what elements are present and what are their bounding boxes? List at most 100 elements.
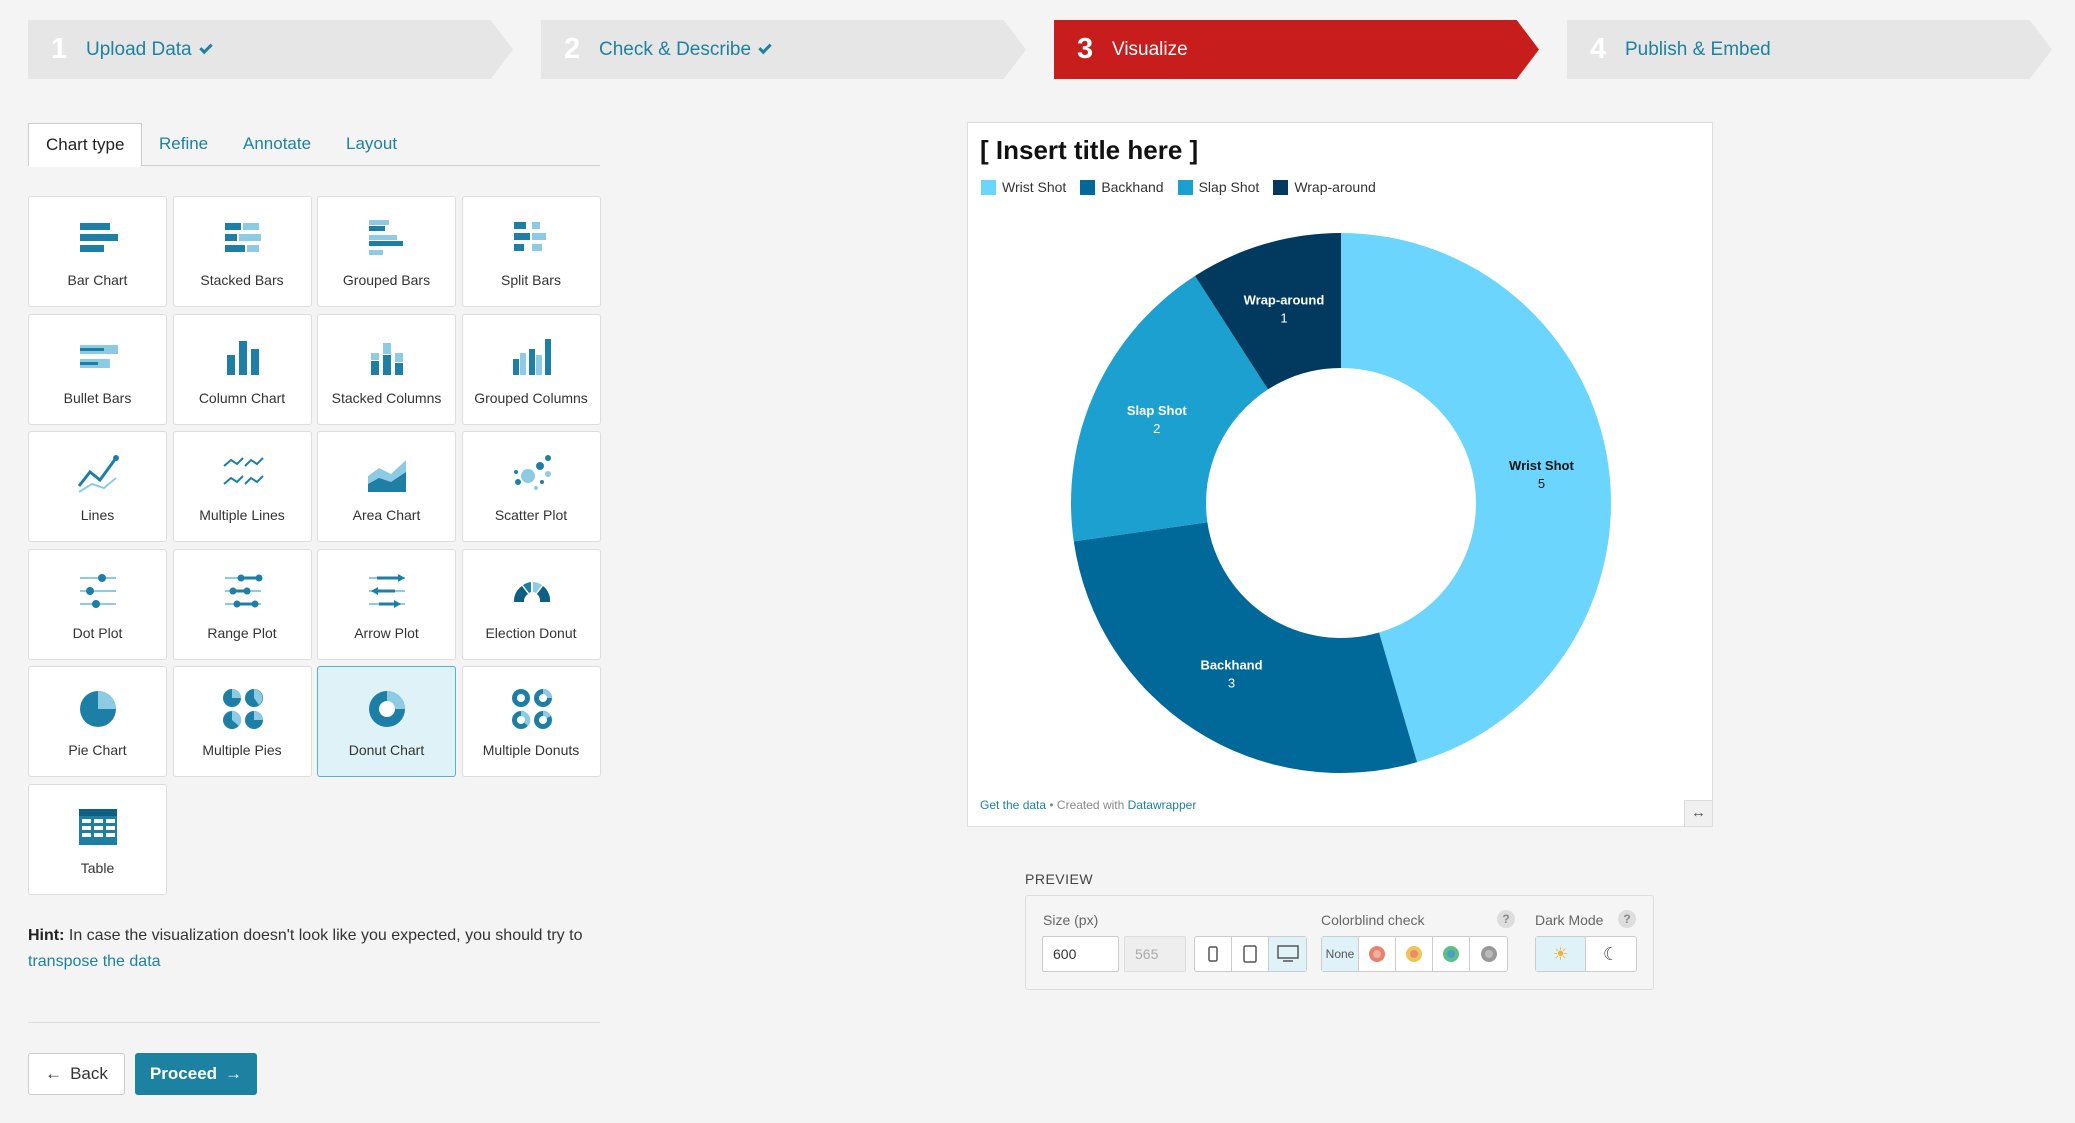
colorblind-switcher: None — [1321, 936, 1508, 972]
chart-type-label: Grouped Columns — [474, 389, 588, 406]
proceed-button[interactable]: Proceed → — [135, 1053, 257, 1095]
chart-type-pie-chart[interactable]: Pie Chart — [28, 666, 167, 777]
colorblind-protanopia-icon[interactable] — [1359, 937, 1396, 971]
legend-item: Wrap-around — [1273, 179, 1376, 195]
get-data-link[interactable]: Get the data — [980, 798, 1047, 812]
help-icon[interactable]: ? — [1618, 910, 1636, 928]
sun-icon[interactable]: ☀ — [1536, 937, 1586, 971]
legend-swatch — [1273, 179, 1289, 195]
legend-swatch — [981, 179, 996, 195]
chart-type-label: Multiple Donuts — [482, 742, 580, 758]
desktop-icon[interactable] — [1269, 937, 1306, 971]
step-label: Check & Describe — [599, 38, 752, 60]
bullet-bars-icon — [80, 344, 118, 368]
slice-category-label: Wrist Shot — [1509, 458, 1574, 473]
chart-type-bar-chart[interactable]: Bar Chart — [28, 196, 167, 307]
tab-refine[interactable]: Refine — [159, 134, 209, 153]
phone-icon[interactable] — [1195, 937, 1232, 971]
chart-type-label: Bullet Bars — [63, 389, 132, 406]
tab-chart-type[interactable]: Chart type — [28, 123, 143, 167]
step-label: Upload Data — [86, 38, 192, 60]
hint-text: Hint: In case the visualization doesn't … — [28, 923, 600, 975]
sidebar-tabs: Chart type Refine Annotate Layout — [28, 123, 600, 167]
step-number: 1 — [51, 33, 68, 65]
legend-label: Wrist Shot — [1002, 179, 1067, 195]
tab-annotate[interactable]: Annotate — [243, 134, 312, 153]
tab-layout[interactable]: Layout — [346, 134, 398, 153]
moon-icon[interactable]: ☾ — [1602, 943, 1620, 964]
legend-label: Slap Shot — [1198, 179, 1260, 195]
step-publish-embed[interactable]: 4 Publish & Embed — [1567, 20, 2052, 79]
chart-type-range-plot[interactable]: Range Plot — [172, 548, 312, 660]
legend-label: Backhand — [1101, 179, 1164, 195]
lines-icon — [77, 455, 119, 493]
donut-slice-wrap-around[interactable] — [1195, 233, 1341, 390]
chart-type-stacked-columns[interactable]: Stacked Columns — [317, 313, 456, 425]
chart-type-label: Split Bars — [501, 272, 561, 288]
chart-type-label: Table — [80, 859, 115, 876]
chart-type-grouped-bars[interactable]: Grouped Bars — [317, 196, 456, 307]
column-chart-icon — [226, 340, 259, 375]
datawrapper-link[interactable]: Datawrapper — [1127, 798, 1197, 812]
proceed-button-label: Proceed — [149, 1064, 218, 1083]
chart-type-multiple-donuts[interactable]: Multiple Donuts — [461, 666, 601, 777]
chart-type-multiple-lines[interactable]: Multiple Lines — [172, 431, 312, 542]
multiple-donuts-icon — [511, 689, 552, 729]
step-check-describe[interactable]: 2 Check & Describe — [541, 20, 1026, 79]
colorblind-achromatopsia-icon[interactable] — [1470, 937, 1507, 971]
donut-slice-wrist-shot[interactable] — [1341, 233, 1611, 763]
chart-type-grouped-columns[interactable]: Grouped Columns — [461, 313, 601, 425]
workflow-steps: 1 Upload Data 2 Check & Describe 3 Visua… — [28, 20, 2052, 79]
chart-type-election-donut[interactable]: Election Donut — [461, 548, 601, 660]
chart-type-label: Dot Plot — [72, 624, 123, 641]
back-button[interactable]: ← Back — [28, 1053, 125, 1095]
resize-handle-icon[interactable]: ↔ — [1684, 800, 1712, 826]
checkmark-icon — [198, 40, 213, 54]
chart-type-bullet-bars[interactable]: Bullet Bars — [28, 313, 167, 425]
step-label: Publish & Embed — [1625, 38, 1771, 60]
chart-type-table[interactable]: Table — [28, 783, 167, 895]
colorblind-none-option[interactable]: None — [1322, 937, 1359, 971]
chart-type-label: Multiple Pies — [202, 742, 282, 758]
chart-type-donut-chart[interactable]: Donut Chart — [317, 666, 456, 777]
legend-swatch — [1177, 179, 1193, 195]
donut-slice-slap-shot[interactable] — [1071, 275, 1269, 542]
chart-type-lines[interactable]: Lines — [28, 431, 167, 542]
chart-preview-panel: Wrist Shot 5 Backhand 3 Slap Shot 2 Wrap-aroun… — [967, 122, 1713, 827]
step-number: 2 — [564, 33, 581, 65]
transpose-data-link[interactable]: transpose the data — [28, 953, 161, 970]
back-button-label: Back — [70, 1064, 108, 1083]
chart-type-scatter-plot[interactable]: Scatter Plot — [461, 431, 601, 542]
help-icon[interactable]: ? — [1497, 910, 1515, 928]
chart-type-stacked-bars[interactable]: Stacked Bars — [172, 196, 312, 307]
chart-type-arrow-plot[interactable]: Arrow Plot — [317, 548, 456, 660]
grouped-columns-icon — [512, 338, 551, 375]
chart-type-label: Election Donut — [485, 624, 577, 641]
hint-body: In case the visualization doesn't look l… — [64, 927, 583, 944]
chart-type-label: Pie Chart — [68, 742, 127, 758]
chart-type-label: Donut Chart — [348, 742, 425, 758]
colorblind-tritanopia-icon[interactable] — [1433, 937, 1470, 971]
colorblind-deuteranopia-icon[interactable] — [1396, 937, 1433, 971]
arrow-right-icon: → — [225, 1064, 243, 1083]
donut-chart-icon — [369, 691, 405, 727]
chart-type-label: Column Chart — [198, 389, 286, 406]
step-upload-data[interactable]: 1 Upload Data — [28, 20, 513, 79]
donut-slice-backhand[interactable] — [1073, 522, 1418, 774]
width-input[interactable]: 600 — [1042, 936, 1119, 972]
chart-type-split-bars[interactable]: Split Bars — [461, 196, 601, 307]
legend-item: Slap Shot — [1177, 179, 1260, 195]
step-visualize[interactable]: 3 Visualize — [1054, 20, 1539, 79]
chart-type-column-chart[interactable]: Column Chart — [172, 313, 312, 425]
grouped-bars-icon — [369, 220, 403, 255]
chart-type-label: Bar Chart — [67, 272, 128, 288]
chart-type-dot-plot[interactable]: Dot Plot — [28, 548, 167, 660]
slice-category-label: Wrap-around — [1244, 293, 1325, 308]
chart-type-area-chart[interactable]: Area Chart — [317, 431, 456, 542]
step-label: Visualize — [1112, 38, 1188, 60]
chart-title[interactable]: [ Insert title here ] — [980, 135, 1199, 165]
chart-type-multiple-pies[interactable]: Multiple Pies — [172, 666, 312, 777]
tablet-icon[interactable] — [1232, 937, 1269, 971]
bar-chart-icon — [80, 223, 118, 252]
legend-label: Wrap-around — [1294, 179, 1376, 195]
